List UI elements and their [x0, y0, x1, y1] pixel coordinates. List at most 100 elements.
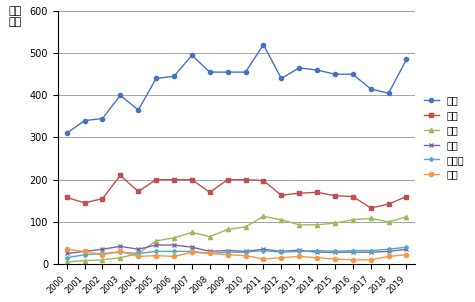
ドイツ: [404, 245, 409, 249]
世界: [171, 75, 177, 78]
中国: [189, 231, 195, 234]
英国: [207, 249, 213, 253]
英国: [296, 248, 302, 252]
世界: [261, 43, 266, 47]
世界: [189, 53, 195, 57]
米国: [64, 196, 69, 199]
Line: 米国: 米国: [65, 173, 408, 210]
世界: [368, 87, 373, 91]
世界: [135, 108, 141, 112]
ドイツ: [225, 250, 230, 254]
ドイツ: [189, 249, 195, 253]
世界: [64, 131, 69, 135]
中国: [117, 256, 123, 259]
世界: [296, 66, 302, 70]
中国: [296, 223, 302, 226]
中国: [225, 228, 230, 231]
英国: [386, 249, 391, 253]
英国: [189, 245, 195, 249]
日本: [117, 249, 123, 253]
中国: [64, 260, 69, 264]
世界: [386, 92, 391, 95]
世界: [117, 94, 123, 97]
米国: [368, 206, 373, 210]
英国: [243, 249, 248, 253]
英国: [171, 243, 177, 247]
英国: [261, 247, 266, 251]
米国: [135, 190, 141, 193]
米国: [225, 178, 230, 182]
日本: [82, 249, 87, 253]
中国: [153, 239, 159, 243]
米国: [207, 191, 213, 194]
米国: [261, 179, 266, 182]
Line: 世界: 世界: [65, 43, 408, 135]
日本: [243, 254, 248, 257]
英国: [278, 249, 284, 253]
英国: [368, 250, 373, 254]
ドイツ: [296, 249, 302, 253]
ドイツ: [100, 252, 105, 255]
米国: [82, 201, 87, 205]
Legend: 世界, 米国, 中国, 英国, ドイツ, 日本: 世界, 米国, 中国, 英国, ドイツ, 日本: [420, 92, 468, 184]
世界: [100, 117, 105, 120]
英国: [135, 247, 141, 251]
世界: [350, 72, 356, 76]
日本: [207, 252, 213, 255]
英国: [350, 250, 356, 254]
ドイツ: [278, 250, 284, 254]
日本: [386, 255, 391, 258]
米国: [100, 197, 105, 201]
ドイツ: [135, 252, 141, 255]
世界: [404, 58, 409, 61]
中国: [350, 218, 356, 222]
英国: [117, 245, 123, 248]
ドイツ: [117, 250, 123, 254]
日本: [261, 257, 266, 261]
中国: [100, 258, 105, 262]
中国: [171, 236, 177, 240]
米国: [278, 194, 284, 197]
ドイツ: [153, 249, 159, 253]
ドイツ: [261, 249, 266, 252]
日本: [332, 257, 338, 261]
中国: [386, 220, 391, 224]
Line: 英国: 英国: [65, 243, 408, 255]
日本: [278, 256, 284, 259]
世界: [225, 70, 230, 74]
中国: [135, 252, 141, 255]
米国: [386, 202, 391, 206]
米国: [404, 195, 409, 198]
英国: [82, 249, 87, 253]
米国: [350, 195, 356, 198]
日本: [153, 254, 159, 257]
米国: [153, 178, 159, 182]
中国: [368, 217, 373, 220]
ドイツ: [368, 249, 373, 252]
世界: [207, 70, 213, 74]
中国: [278, 218, 284, 222]
Line: 日本: 日本: [65, 247, 408, 262]
日本: [404, 253, 409, 257]
英国: [100, 247, 105, 251]
日本: [171, 255, 177, 258]
ドイツ: [314, 249, 320, 252]
日本: [296, 255, 302, 258]
英国: [332, 250, 338, 254]
中国: [404, 215, 409, 219]
日本: [350, 258, 356, 262]
中国: [207, 235, 213, 238]
世界: [243, 70, 248, 74]
世界: [82, 119, 87, 122]
米国: [171, 178, 177, 182]
日本: [189, 250, 195, 254]
米国: [117, 174, 123, 177]
日本: [225, 253, 230, 257]
米国: [189, 178, 195, 182]
英国: [314, 250, 320, 254]
ドイツ: [207, 252, 213, 255]
ドイツ: [386, 247, 391, 251]
Line: ドイツ: ドイツ: [65, 246, 408, 259]
英国: [404, 247, 409, 251]
日本: [135, 255, 141, 258]
